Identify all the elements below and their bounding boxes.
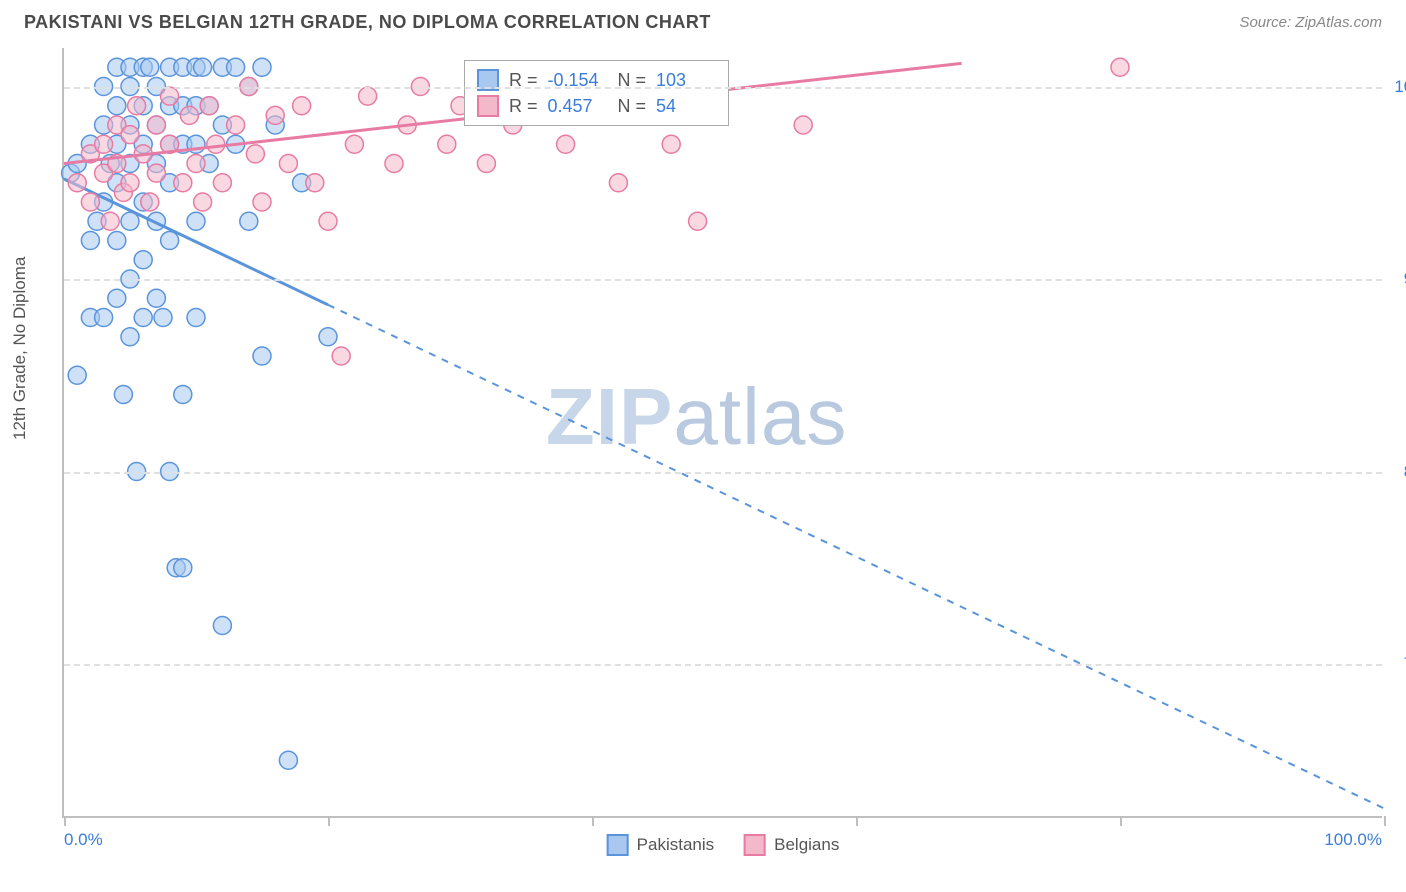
scatter-point	[438, 135, 456, 153]
stat-r-label: R =	[509, 96, 538, 117]
scatter-point	[306, 174, 324, 192]
scatter-point	[293, 97, 311, 115]
scatter-point	[141, 58, 159, 76]
scatter-point	[609, 174, 627, 192]
scatter-point	[174, 174, 192, 192]
scatter-point	[194, 58, 212, 76]
gridline	[64, 279, 1382, 281]
scatter-point	[114, 386, 132, 404]
legend-swatch-belgians	[744, 834, 766, 856]
scatter-point	[174, 386, 192, 404]
scatter-point	[174, 559, 192, 577]
scatter-point	[385, 155, 403, 173]
scatter-point	[332, 347, 350, 365]
scatter-point	[240, 212, 258, 230]
scatter-point	[81, 232, 99, 250]
scatter-point	[662, 135, 680, 153]
scatter-point	[108, 232, 126, 250]
scatter-point	[68, 366, 86, 384]
scatter-point	[68, 174, 86, 192]
chart-svg	[64, 48, 1382, 816]
chart-source: Source: ZipAtlas.com	[1239, 14, 1382, 31]
scatter-point	[128, 97, 146, 115]
scatter-point	[213, 617, 231, 635]
scatter-point	[345, 135, 363, 153]
stat-n-label: N =	[618, 96, 647, 117]
scatter-point	[180, 106, 198, 124]
scatter-point	[161, 232, 179, 250]
scatter-point	[141, 193, 159, 211]
scatter-point	[1111, 58, 1129, 76]
scatter-point	[279, 751, 297, 769]
scatter-point	[200, 97, 218, 115]
legend-item-belgians: Belgians	[744, 834, 839, 856]
scatter-point	[319, 328, 337, 346]
scatter-point	[246, 145, 264, 163]
x-tick	[1384, 816, 1386, 826]
scatter-point	[147, 289, 165, 307]
scatter-point	[227, 58, 245, 76]
scatter-point	[121, 174, 139, 192]
stat-r-value-belgians: 0.457	[548, 96, 608, 117]
scatter-point	[194, 193, 212, 211]
scatter-point	[794, 116, 812, 134]
chart-legend: Pakistanis Belgians	[607, 834, 840, 856]
scatter-point	[161, 87, 179, 105]
x-tick-label-max: 100.0%	[1324, 830, 1382, 850]
scatter-point	[477, 155, 495, 173]
scatter-point	[279, 155, 297, 173]
scatter-point	[557, 135, 575, 153]
scatter-point	[253, 58, 271, 76]
x-tick	[328, 816, 330, 826]
scatter-point	[81, 193, 99, 211]
trend-line-dashed	[328, 305, 1384, 809]
scatter-point	[121, 328, 139, 346]
y-tick-label: 100.0%	[1394, 77, 1406, 97]
stat-n-value-belgians: 54	[656, 96, 716, 117]
scatter-point	[95, 135, 113, 153]
scatter-point	[227, 116, 245, 134]
scatter-point	[108, 289, 126, 307]
scatter-point	[187, 155, 205, 173]
legend-label-pakistanis: Pakistanis	[637, 835, 714, 855]
x-tick	[64, 816, 66, 826]
scatter-point	[134, 251, 152, 269]
legend-item-pakistanis: Pakistanis	[607, 834, 714, 856]
scatter-point	[207, 135, 225, 153]
scatter-point	[689, 212, 707, 230]
x-tick-label-min: 0.0%	[64, 830, 103, 850]
scatter-point	[266, 106, 284, 124]
scatter-point	[147, 164, 165, 182]
scatter-point	[121, 126, 139, 144]
scatter-point	[359, 87, 377, 105]
chart-plot-area: ZIPatlas R = -0.154 N = 103 R = 0.457 N …	[62, 48, 1382, 818]
legend-swatch-pakistanis	[607, 834, 629, 856]
chart-header: PAKISTANI VS BELGIAN 12TH GRADE, NO DIPL…	[0, 0, 1406, 41]
stat-swatch-belgians	[477, 95, 499, 117]
correlation-stat-box: R = -0.154 N = 103 R = 0.457 N = 54	[464, 60, 729, 126]
y-axis-title: 12th Grade, No Diploma	[10, 257, 30, 440]
scatter-point	[319, 212, 337, 230]
chart-title: PAKISTANI VS BELGIAN 12TH GRADE, NO DIPL…	[24, 12, 711, 33]
scatter-point	[253, 347, 271, 365]
scatter-point	[187, 212, 205, 230]
scatter-point	[95, 309, 113, 327]
scatter-point	[154, 309, 172, 327]
stat-row-pakistanis: R = -0.154 N = 103	[477, 67, 716, 93]
scatter-point	[101, 212, 119, 230]
x-tick	[1120, 816, 1122, 826]
scatter-point	[187, 309, 205, 327]
gridline	[64, 664, 1382, 666]
scatter-point	[213, 174, 231, 192]
scatter-point	[147, 116, 165, 134]
gridline	[64, 87, 1382, 89]
scatter-point	[134, 309, 152, 327]
gridline	[64, 472, 1382, 474]
x-tick	[856, 816, 858, 826]
x-tick	[592, 816, 594, 826]
scatter-point	[253, 193, 271, 211]
scatter-point	[108, 97, 126, 115]
stat-row-belgians: R = 0.457 N = 54	[477, 93, 716, 119]
legend-label-belgians: Belgians	[774, 835, 839, 855]
